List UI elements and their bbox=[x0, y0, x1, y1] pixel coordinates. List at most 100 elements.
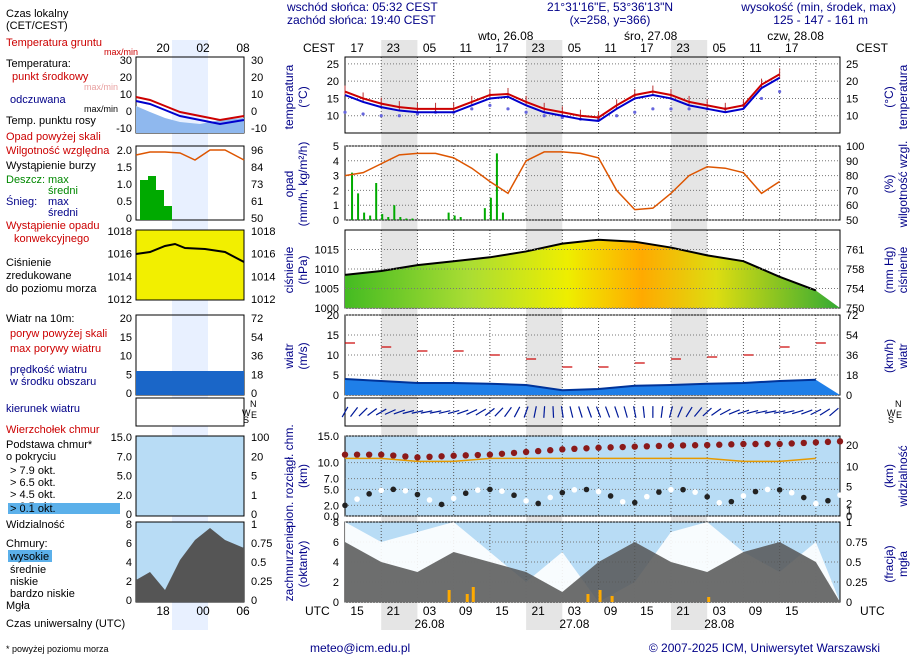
wind-arrow bbox=[533, 406, 537, 418]
mini-temp-tick-right: 30 bbox=[251, 55, 263, 67]
cloud-top-dot bbox=[643, 443, 651, 450]
mini-cc-tick-right: 0 bbox=[251, 595, 257, 607]
legend-wind10: Wiatr na 10m: bbox=[6, 313, 74, 325]
top-hour-label: 11 bbox=[459, 41, 472, 55]
mini-prec-tick-left: 0 bbox=[126, 213, 132, 225]
vis-tick-right: 0 bbox=[846, 511, 852, 523]
humidity-line bbox=[344, 151, 781, 211]
grid-text: (x=258, y=366) bbox=[570, 13, 651, 27]
footer-email[interactable]: meteo@icm.edu.pl bbox=[310, 641, 410, 655]
cloud-top-dot bbox=[390, 452, 397, 459]
cloud-top-dot bbox=[764, 440, 771, 448]
temp-frame bbox=[344, 56, 841, 134]
panel-dir bbox=[341, 397, 841, 427]
felt-line bbox=[344, 76, 781, 122]
wind-tick-left: 10 bbox=[327, 350, 339, 362]
top-hour-label: 23 bbox=[676, 41, 690, 55]
top-hour-label: 05 bbox=[423, 41, 437, 55]
mini-wind-tick-right: 36 bbox=[251, 351, 263, 363]
cloud-base-dot bbox=[583, 486, 590, 493]
wind-arrow bbox=[367, 408, 378, 416]
legend-snow: Śnieg: bbox=[6, 195, 37, 208]
mini-rain-bar bbox=[140, 180, 148, 220]
prec-title-r2: wilgotność wzgl. bbox=[896, 141, 910, 229]
legend-high-bg bbox=[8, 550, 52, 562]
cloud-top-dot bbox=[752, 440, 759, 448]
wind-tick-right: 72 bbox=[846, 310, 858, 322]
top-hour-label: 11 bbox=[749, 41, 762, 55]
top-hour-label: 17 bbox=[640, 41, 654, 55]
cloud-base-dot bbox=[644, 493, 650, 500]
cloud-top-dot bbox=[824, 438, 832, 446]
legend-rain-max: max bbox=[48, 174, 69, 186]
rain-bar bbox=[381, 214, 384, 220]
prec-title-l: opad bbox=[282, 171, 296, 198]
mini-wind-area bbox=[136, 371, 244, 395]
panel-prec: 0 1 2 3 4 5 50 60 70 80 90 100 bbox=[333, 141, 864, 227]
legend-panel: Czas lokalny (CET/CEST) Temperatura grun… bbox=[6, 8, 138, 654]
wind-arrow bbox=[420, 410, 433, 414]
rain-bar bbox=[405, 218, 408, 220]
legend-rain-mean: średni bbox=[48, 185, 78, 197]
legend-mid: średnie bbox=[10, 564, 46, 576]
legend-ground-temp2: max/min bbox=[104, 47, 138, 57]
cloud-base-dot bbox=[825, 497, 831, 504]
rain-bar bbox=[411, 218, 414, 220]
wind-arrow bbox=[552, 406, 555, 418]
cloud-base-dot bbox=[631, 499, 638, 506]
dew-point bbox=[778, 89, 782, 94]
cloud-base-dot bbox=[535, 500, 541, 507]
cloud-base-dot bbox=[692, 489, 698, 495]
cloud-base-dot bbox=[788, 489, 795, 496]
day-label-top: czw, 28.08 bbox=[767, 29, 824, 43]
dew-point bbox=[524, 110, 528, 114]
mini-prec-tick-left: 2.0 bbox=[117, 145, 132, 157]
legend-very-low: bardzo niskie bbox=[10, 588, 75, 600]
mini-wind-tick-left: 0 bbox=[126, 388, 132, 400]
cloud-base-dot bbox=[402, 487, 409, 494]
fog-tick-right: 0.75 bbox=[846, 537, 867, 549]
fog-bar bbox=[598, 590, 602, 602]
mini-temp-line bbox=[135, 96, 245, 122]
legend-felt-mm: max/min bbox=[84, 104, 118, 114]
bottom-hour-label: 09 bbox=[459, 604, 473, 618]
rain-bar bbox=[393, 205, 396, 220]
wind-arrow bbox=[438, 410, 451, 414]
mini-rain-bar2 bbox=[148, 176, 156, 220]
wind-arrow bbox=[677, 406, 683, 418]
hum-tick-right: 80 bbox=[846, 171, 858, 183]
mini-wind-tick-right: 72 bbox=[251, 313, 263, 325]
legend-pressure1: Ciśnienie bbox=[6, 257, 51, 269]
wind-arrow bbox=[810, 408, 822, 416]
cloud-top-dot bbox=[353, 451, 361, 458]
legend-utc: Czas uniwersalny (UTC) bbox=[6, 618, 125, 630]
dew-point bbox=[379, 114, 383, 118]
legend-humidity: Wilgotność względna bbox=[6, 145, 110, 157]
wind-arrow bbox=[632, 406, 637, 418]
cloud-base-dot bbox=[390, 486, 397, 493]
pres-title-l: ciśnienie bbox=[282, 246, 296, 293]
cloud-top-dot bbox=[691, 442, 699, 449]
panel-cc: 0 2 4 6 8 1 0.75 0.5 0.25 0 bbox=[333, 517, 868, 609]
cloud-top-dot bbox=[703, 441, 711, 449]
cb-tick-left: 10.0 bbox=[318, 458, 339, 470]
cloud-top-dot bbox=[547, 447, 554, 454]
bottom-hour-label: 21 bbox=[387, 604, 401, 618]
dew-point bbox=[651, 107, 655, 111]
legend-cloud-base2: o pokryciu bbox=[6, 451, 56, 463]
mini-cc-tick-right: 1 bbox=[251, 519, 257, 531]
dew-point bbox=[615, 114, 619, 118]
mini-wind-tick-left: 5 bbox=[126, 369, 132, 381]
cloud-base-dot bbox=[511, 492, 517, 499]
cloud-top-dot bbox=[378, 451, 385, 458]
temp-title-r: (°C) bbox=[882, 86, 896, 107]
mini-temp-tick-right: 0 bbox=[251, 106, 257, 118]
pres-tick-right: 761 bbox=[846, 245, 864, 257]
mini-cb-tick-right: 1 bbox=[251, 490, 257, 502]
mini-prec-tick-right: 50 bbox=[251, 213, 263, 225]
prec-tick-left: 1 bbox=[333, 200, 339, 212]
mini-prec-tick-right: 84 bbox=[251, 162, 263, 174]
mini-temp-tick-right: 10 bbox=[251, 89, 263, 101]
legend-footnote: * powyżej poziomu morza bbox=[6, 644, 109, 654]
